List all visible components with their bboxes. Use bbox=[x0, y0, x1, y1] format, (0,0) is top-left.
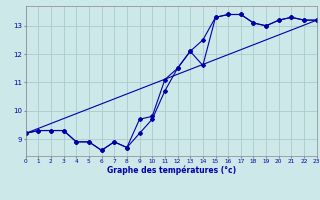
X-axis label: Graphe des températures (°c): Graphe des températures (°c) bbox=[107, 166, 236, 175]
